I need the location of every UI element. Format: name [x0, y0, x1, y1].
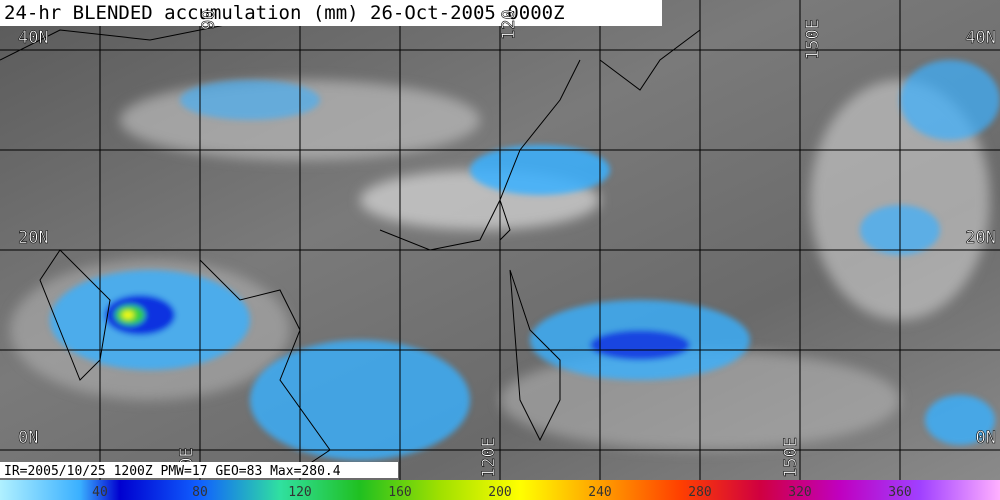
lat-label: 40N — [965, 28, 996, 48]
colorbar-label: 160 — [388, 485, 411, 500]
colorbar-label: 80 — [192, 485, 208, 500]
colorbar — [0, 480, 1000, 500]
lon-label: 120 — [499, 9, 519, 40]
lat-label: 40N — [18, 28, 49, 48]
lon-label: 90 — [199, 10, 219, 30]
colorbar-label: 360 — [888, 485, 911, 500]
colorbar-label: 240 — [588, 485, 611, 500]
colorbar-label: 200 — [488, 485, 511, 500]
lat-label: 20N — [965, 228, 996, 248]
lon-label: 150E — [781, 437, 801, 478]
lat-label: 0N — [976, 428, 996, 448]
title: 24-hr BLENDED accumulation (mm) 26-Oct-2… — [4, 2, 565, 24]
lon-label: 150E — [803, 19, 823, 60]
title-box — [0, 0, 662, 26]
lat-label: 0N — [18, 428, 38, 448]
lon-label: 120E — [479, 437, 499, 478]
graticule — [0, 0, 1000, 480]
colorbar-label: 320 — [788, 485, 811, 500]
colorbar-label: 40 — [92, 485, 108, 500]
info-text: IR=2005/10/25 1200Z PMW=17 GEO=83 Max=28… — [4, 464, 341, 479]
colorbar-label: 280 — [688, 485, 711, 500]
colorbar-labels: 40 80 120 160 200 240 280 320 360 — [92, 485, 912, 500]
info-box — [0, 462, 398, 478]
lat-label: 20N — [18, 228, 49, 248]
colorbar-label: 120 — [288, 485, 311, 500]
